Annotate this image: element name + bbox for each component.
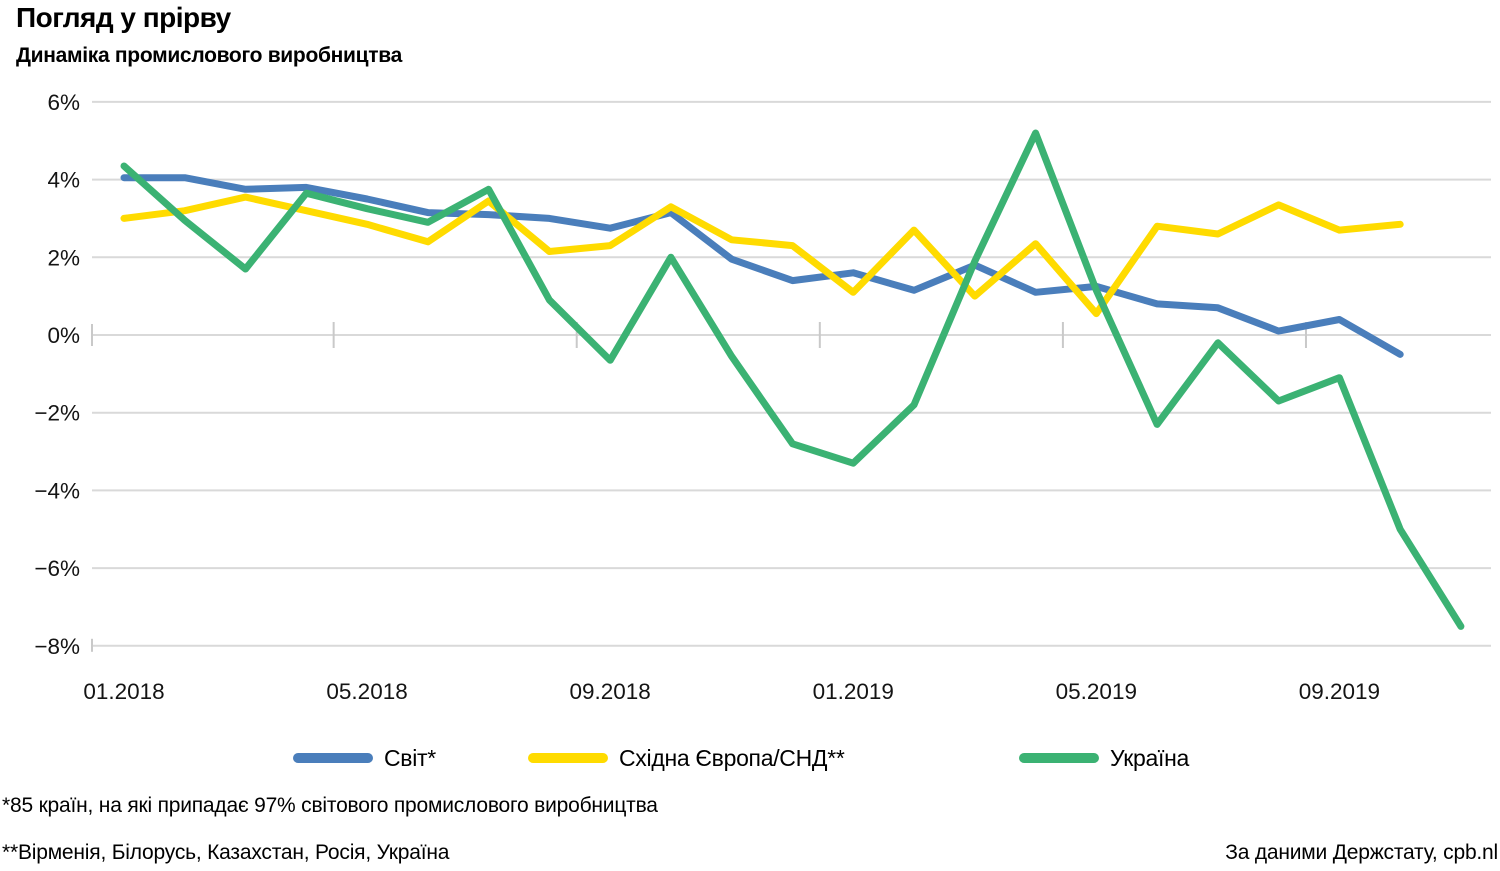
chart-title: Погляд у прірву	[16, 2, 231, 33]
legend-label: Світ*	[384, 744, 436, 771]
x-axis-label: 09.2018	[569, 679, 650, 704]
x-axis-label: 05.2019	[1056, 679, 1137, 704]
data-source: За даними Держстату, cpb.nl	[1225, 841, 1498, 864]
y-axis-label: 6%	[47, 90, 80, 115]
x-axis-label: 01.2018	[83, 679, 164, 704]
y-axis-label: −6%	[34, 556, 80, 581]
footnote-cis: **Вірменія, Білорусь, Казахстан, Росія, …	[2, 841, 450, 864]
legend-item-ukraina: Україна	[1019, 743, 1189, 773]
x-axis-label: 05.2018	[326, 679, 407, 704]
y-axis-label: −2%	[34, 401, 80, 426]
footnote-row: **Вірменія, Білорусь, Казахстан, Росія, …	[2, 841, 1498, 865]
x-axis-label: 09.2019	[1299, 679, 1380, 704]
legend-label: Східна Європа/СНД**	[619, 744, 845, 771]
legend-label: Україна	[1110, 744, 1190, 771]
legend-swatch	[293, 753, 373, 763]
footnote-world: *85 країн, на які припадає 97% світового…	[2, 794, 658, 817]
legend-item-svit: Світ*	[293, 743, 436, 773]
x-axis-label: 01.2019	[813, 679, 894, 704]
legend-swatch	[1019, 753, 1099, 763]
series-line-ukraina	[120, 129, 1465, 630]
legend-item-eastern-europe-cis: Східна Європа/СНД**	[528, 743, 845, 773]
chart-canvas: 6% 4% 2% 0% −2% −4% −6% −8%01.2018 05.2018 09.201…	[34, 90, 1491, 704]
y-axis-label: 4%	[47, 168, 80, 193]
y-axis-label: −4%	[34, 478, 80, 503]
legend: Світ* Східна Європа/СНД** Україна	[0, 743, 1500, 775]
y-axis-label: −8%	[34, 634, 80, 659]
y-axis-label: 2%	[47, 245, 80, 270]
series-line-eastern-europe-cis	[120, 193, 1404, 318]
series-line-svit	[120, 174, 1404, 358]
y-axis-label: 0%	[47, 323, 80, 348]
chart-subtitle: Динаміка промислового виробництва	[16, 44, 402, 67]
legend-swatch	[528, 753, 608, 763]
